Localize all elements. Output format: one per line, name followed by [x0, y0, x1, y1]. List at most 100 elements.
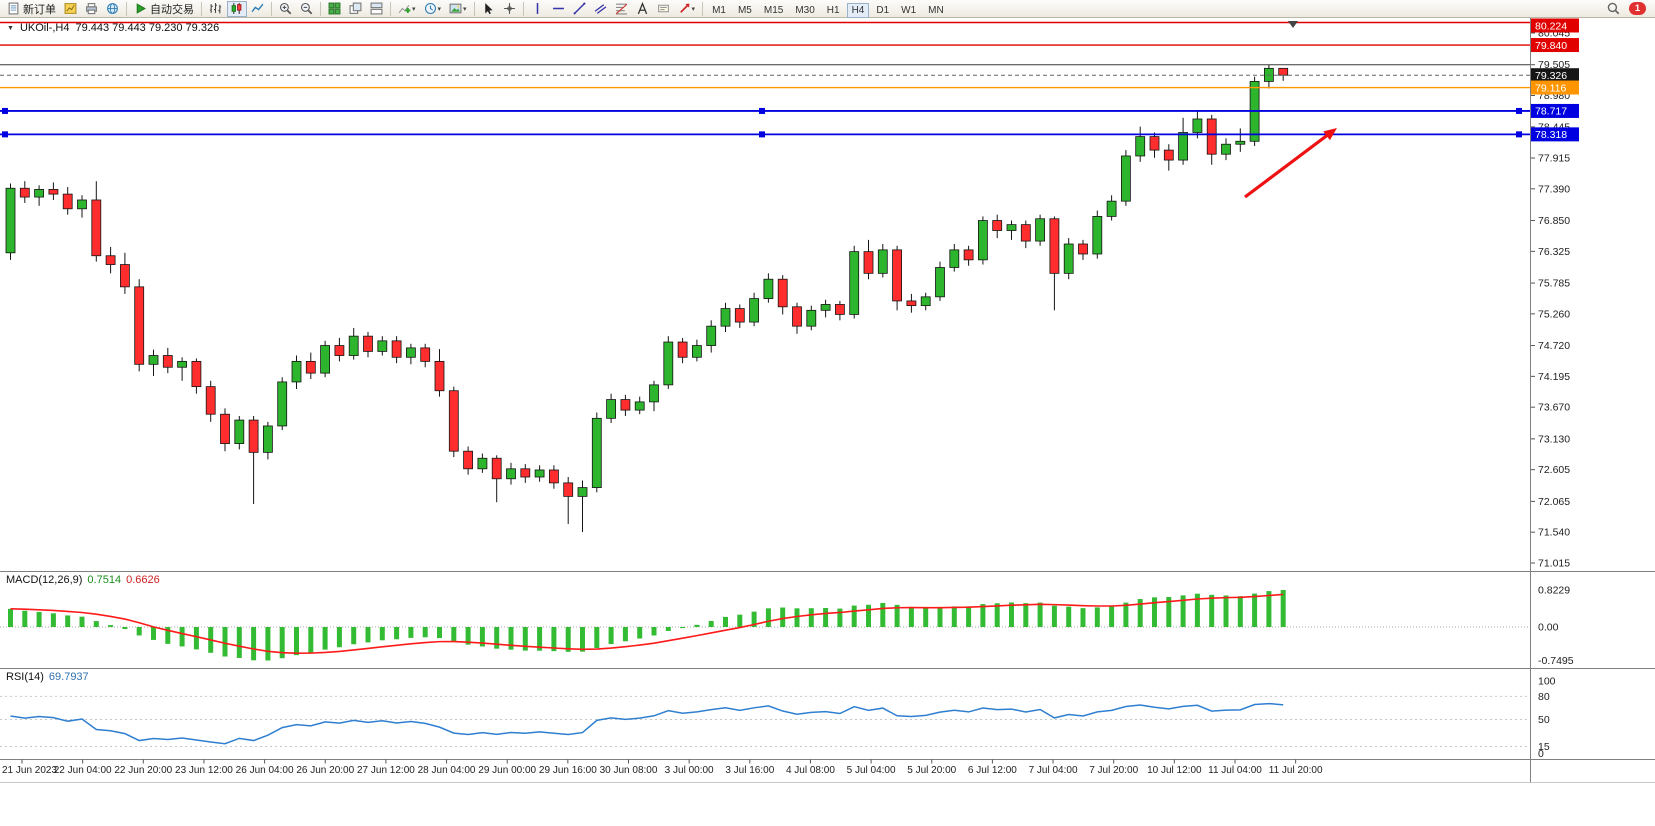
candle: [892, 249, 902, 302]
macd-histogram-bar: [608, 627, 614, 645]
line-chart-button[interactable]: [248, 1, 268, 17]
vertical-line-tool-button[interactable]: [527, 1, 547, 17]
candle: [520, 468, 531, 478]
macd-histogram-bar: [408, 627, 414, 638]
timeframe-W1[interactable]: W1: [896, 3, 921, 18]
notification-badge[interactable]: 1: [1629, 2, 1646, 15]
crosshair-button[interactable]: [499, 1, 519, 17]
horizontal-line-tool-button[interactable]: [548, 1, 568, 17]
line-handle[interactable]: [759, 131, 765, 138]
candle: [1221, 143, 1231, 155]
macd-histogram-bar: [308, 627, 314, 653]
timeframe-M15[interactable]: M15: [759, 3, 788, 18]
macd-histogram-bar: [93, 621, 99, 627]
rsi-indicator-header: RSI(14) 69.7937: [6, 671, 89, 683]
timeframe-H4[interactable]: H4: [846, 2, 870, 18]
price-axis-label: 73.130: [1538, 433, 1570, 445]
candle: [491, 457, 502, 480]
timeframe-MN[interactable]: MN: [923, 3, 949, 18]
channel-tool-button[interactable]: [590, 1, 610, 17]
community-button[interactable]: [103, 1, 123, 17]
time-axis-label: 23 Jun 12:00: [175, 765, 233, 776]
price-badge-label: 78.717: [1535, 106, 1567, 118]
candle: [663, 341, 674, 386]
separator: [702, 1, 704, 16]
chart-shift-marker[interactable]: [1288, 21, 1298, 28]
candle: [549, 469, 559, 484]
candlestick-chart-button[interactable]: [226, 0, 247, 17]
macd-histogram-bar: [494, 627, 500, 649]
bar-chart-button[interactable]: [206, 1, 226, 17]
chevron-down-icon: ▾: [412, 5, 416, 13]
one-click-trading-toggle-icon[interactable]: ▼: [7, 24, 14, 32]
fibonacci-tool-button[interactable]: [611, 1, 631, 17]
line-handle[interactable]: [2, 131, 8, 138]
time-axis-label: 29 Jun 16:00: [539, 765, 597, 776]
price-scale[interactable]: [1531, 18, 1655, 782]
candle: [277, 381, 288, 427]
candle: [120, 264, 130, 288]
new-chart-button[interactable]: [61, 1, 81, 17]
trendline-tool-button[interactable]: [569, 1, 589, 17]
trend-arrow-annotation[interactable]: [1244, 132, 1331, 199]
candle: [191, 360, 202, 388]
price-badge: [1531, 38, 1579, 53]
candle: [534, 469, 545, 478]
toolbar-right-group: 1: [1603, 1, 1652, 17]
autotrade-button[interactable]: 自动交易: [131, 1, 198, 17]
tile-horizontal-button[interactable]: [367, 1, 387, 17]
macd-histogram-bar: [580, 627, 585, 652]
print-button[interactable]: [82, 1, 102, 17]
timeframe-M30[interactable]: M30: [790, 3, 819, 18]
line-handle[interactable]: [1516, 131, 1522, 138]
candle: [949, 249, 960, 268]
macd-histogram-bar: [451, 627, 457, 642]
candle: [1163, 149, 1174, 161]
candle: [19, 187, 30, 198]
tile-windows-button[interactable]: [325, 1, 345, 17]
candle: [563, 482, 574, 497]
candle: [806, 309, 817, 327]
arrows-dropdown-button[interactable]: ▾: [674, 1, 699, 17]
macd-histogram-bar: [22, 610, 28, 627]
macd-histogram-bar: [122, 627, 128, 630]
candle: [992, 220, 1003, 231]
timeframe-M5[interactable]: M5: [733, 3, 757, 18]
chevron-down-icon: ▾: [463, 5, 467, 13]
cursor-button[interactable]: [478, 1, 498, 17]
macd-histogram-bar: [765, 608, 771, 627]
timeframe-H1[interactable]: H1: [822, 3, 845, 18]
macd-histogram-bar: [1252, 593, 1258, 627]
new-order-button[interactable]: 新订单: [4, 1, 60, 17]
macd-histogram-bar: [894, 604, 900, 627]
periods-dropdown-button[interactable]: ▾: [420, 1, 445, 17]
line-handle[interactable]: [1516, 107, 1522, 114]
label-tool-button[interactable]: [653, 1, 673, 17]
time-scale[interactable]: [0, 760, 1530, 782]
zoom-out-button[interactable]: [297, 1, 317, 17]
candle: [1106, 200, 1117, 217]
cascade-windows-button[interactable]: [346, 1, 366, 17]
timeframe-D1[interactable]: D1: [871, 3, 894, 18]
indicators-dropdown-button[interactable]: ▾: [395, 1, 420, 17]
candle: [1063, 243, 1074, 274]
macd-histogram-bar: [336, 627, 342, 648]
time-axis-label: 22 Jun 20:00: [114, 765, 172, 776]
candle: [363, 335, 373, 352]
zoom-in-button[interactable]: [276, 1, 296, 17]
separator: [473, 1, 475, 16]
text-tool-button[interactable]: [632, 1, 652, 17]
templates-dropdown-button[interactable]: ▾: [446, 1, 471, 17]
trendline-icon: [573, 2, 586, 15]
macd-axis-label: -0.7495: [1538, 655, 1574, 667]
time-axis-label: 21 Jun 2023: [2, 765, 57, 776]
toolbar: 新订单 自动交易 ▾: [0, 0, 1655, 18]
line-handle[interactable]: [2, 107, 8, 114]
line-handle[interactable]: [759, 107, 765, 114]
candle: [606, 399, 616, 419]
macd-histogram-bar: [1266, 591, 1272, 627]
search-button[interactable]: [1604, 1, 1624, 17]
macd-histogram-bar: [179, 627, 185, 647]
timeframe-M1[interactable]: M1: [707, 3, 731, 18]
candle: [91, 199, 102, 257]
